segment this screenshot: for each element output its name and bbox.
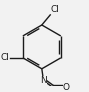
- Text: O: O: [63, 83, 70, 92]
- Text: N: N: [40, 76, 47, 85]
- Text: Cl: Cl: [51, 5, 60, 14]
- Text: Cl: Cl: [1, 53, 10, 62]
